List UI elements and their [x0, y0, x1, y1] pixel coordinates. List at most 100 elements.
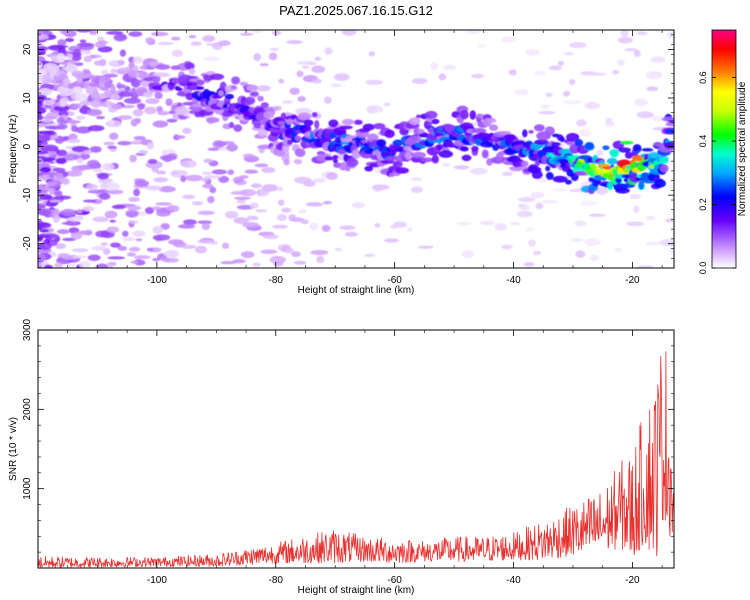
spectrogram-ridge-cell	[297, 112, 312, 121]
colorbar-tick-label: 0.2	[698, 198, 708, 211]
spectrogram-ridge-cell	[544, 126, 555, 136]
spectrogram-ridge-cell	[426, 121, 433, 127]
spectrogram-noise-cell	[305, 202, 324, 207]
spectrogram-ridge-cell	[324, 156, 334, 161]
spectrogram-noise-cell	[134, 180, 150, 187]
spectrogram-noise-cell	[589, 72, 607, 76]
spectrogram-ridge-cell	[337, 148, 346, 155]
spectrogram-ridge-cell	[602, 145, 610, 151]
spectrogram-noise-cell	[614, 247, 622, 253]
spectrogram-ridge-cell	[83, 55, 93, 63]
spectrogram-noise-cell	[255, 209, 268, 213]
spectrogram-ridge-cell	[205, 116, 220, 123]
spectrogram-noise-cell	[62, 177, 70, 185]
spectrogram-noise-cell	[461, 250, 474, 258]
spectrogram-ridge-cell	[659, 156, 669, 165]
spectrogram-ridge-cell	[294, 148, 306, 158]
spectrogram-noise-cell	[252, 262, 261, 267]
spectrogram-ridge-cell	[90, 99, 102, 108]
spectrogram-noise-cell	[253, 53, 262, 62]
spectrogram-ridge-cell	[385, 156, 399, 161]
spectrogram-ridge-cell	[263, 110, 275, 119]
spectrogram-noise-cell	[55, 157, 67, 164]
spectrogram-noise-cell	[76, 208, 83, 214]
spectrogram-noise-cell	[182, 127, 192, 134]
spectrogram-noise-cell	[72, 255, 87, 259]
spectrogram-ridge-cell	[100, 69, 109, 75]
spectrogram-ridge-cell	[154, 92, 163, 100]
spectrogram-noise-cell	[187, 160, 196, 167]
spectrogram-ridge-cell	[111, 103, 123, 110]
spectrogram-ridge-cell	[607, 181, 614, 191]
spectrogram-noise-cell	[611, 69, 619, 75]
spectrogram-ridge-cell	[552, 175, 568, 183]
colorbar-tick-label: 0.6	[698, 71, 708, 84]
spectrogram-ridge-cell	[415, 114, 422, 119]
spectrogram-noise-cell	[71, 125, 79, 132]
spectrogram-noise-cell	[145, 185, 163, 191]
spectrogram-ridge-cell	[184, 62, 195, 70]
spectrogram-noise-cell	[469, 167, 488, 175]
spectrogram-ridge-cell	[373, 123, 386, 130]
snr-xlabel: Height of straight line (km)	[298, 585, 415, 596]
spectrogram-noise-cell	[501, 171, 514, 176]
spectrogram-noise-cell	[190, 41, 202, 46]
spectrogram-noise-cell	[232, 259, 246, 264]
spectrogram-noise-cell	[56, 117, 65, 124]
spectrogram-noise-cell	[494, 222, 507, 231]
spectrogram-noise-cell	[540, 104, 550, 109]
spectrogram-ridge-cell	[574, 138, 584, 147]
snr-ylabel: SNR (10 * v/v)	[8, 417, 19, 481]
spectrogram-noise-cell	[127, 205, 142, 211]
spectrogram-noise-cell	[365, 79, 383, 85]
spectrogram-noise-cell	[107, 256, 126, 260]
spectrogram-noise-cell	[133, 255, 151, 260]
spectrogram-noise-cell	[291, 251, 301, 258]
spectrogram-noise-cell	[60, 30, 71, 35]
spectrogram-noise-cell	[534, 70, 546, 76]
spectrogram-noise-cell	[95, 263, 108, 268]
spectrogram-ridge-cell	[174, 106, 189, 116]
spectrogram-ridge-cell	[153, 72, 164, 77]
spectrogram-noise-cell	[651, 115, 664, 122]
spectrogram-ridge-cell	[665, 128, 674, 134]
spectrogram-ridge-cell	[257, 95, 264, 102]
spectrogram-noise-cell	[137, 103, 146, 110]
spectrogram-ridge-cell	[471, 145, 479, 152]
spectrogram-ridge-cell	[393, 160, 403, 169]
spectrogram-ridge-cell	[460, 110, 469, 120]
spectrogram-ridge-cell	[364, 165, 374, 172]
spectrogram-ridge-cell	[233, 124, 243, 132]
spectrogram-ytick-label: -20	[22, 236, 33, 251]
spectrogram-noise-cell	[66, 263, 76, 268]
spectrogram-noise-cell	[132, 230, 146, 237]
spectrogram-noise-cell	[256, 85, 271, 92]
spectrogram-noise-cell	[56, 229, 70, 235]
spectrogram-noise-cell	[429, 62, 439, 70]
spectrogram-ridge-cell	[228, 121, 235, 129]
spectrogram-noise-cell	[138, 149, 149, 155]
spectrogram-ridge-cell	[459, 146, 470, 152]
spectrogram-noise-cell	[133, 188, 141, 197]
spectrogram-noise-cell	[38, 114, 43, 121]
spectrogram-noise-cell	[57, 123, 68, 130]
colorbar-tick-label: 0.0	[698, 262, 708, 275]
spectrogram-noise-cell	[74, 62, 84, 66]
spectrogram-ridge-cell	[341, 118, 355, 126]
spectrogram-ridge-cell	[610, 150, 619, 158]
spectrogram-ridge-cell	[431, 118, 440, 125]
spectrogram-noise-cell	[668, 248, 674, 254]
spectrogram-noise-cell	[310, 249, 329, 256]
spectrogram-noise-cell	[53, 105, 70, 112]
spectrogram-noise-cell	[75, 115, 86, 121]
spectrogram-xtick-label: -80	[269, 275, 284, 286]
spectrogram-noise-cell	[254, 163, 269, 168]
spectrogram-ridge-cell	[93, 60, 103, 66]
spectrogram-noise-cell	[117, 245, 128, 251]
spectrogram-noise-cell	[207, 196, 215, 204]
spectrogram-ridge-cell	[345, 157, 359, 168]
spectrogram-noise-cell	[242, 153, 255, 158]
spectrogram-noise-cell	[633, 49, 641, 58]
spectrogram-noise-cell	[629, 193, 642, 200]
spectrogram-noise-cell	[49, 199, 61, 203]
